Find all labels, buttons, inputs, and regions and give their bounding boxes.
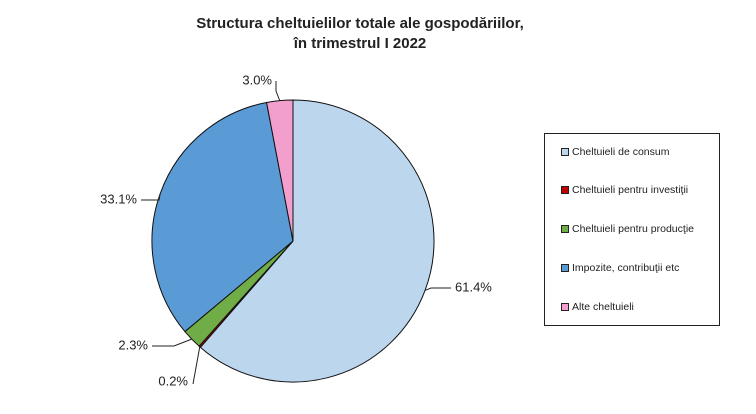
pie-slice-impozite (151, 101, 294, 333)
legend-swatch-consum (561, 148, 569, 156)
legend-item-impozite: Impozite, contribuţii etc (561, 262, 679, 274)
legend-swatch-impozite (561, 264, 569, 272)
legend-item-consum: Cheltuieli de consum (561, 146, 669, 158)
chart-title-line1: Structura cheltuielilor totale ale gospo… (196, 15, 524, 32)
legend-label-productie: Cheltuieli pentru producţie (572, 223, 694, 235)
leader-line-impozite (141, 193, 161, 201)
leader-line-investitii (192, 346, 201, 385)
data-label-productie: 2.3% (118, 337, 148, 352)
legend-label-investitii: Cheltuieli pentru investiţii (572, 184, 689, 196)
legend-label-impozite: Impozite, contribuţii etc (572, 262, 680, 274)
chart-title-line2: în trimestrul I 2022 (293, 35, 427, 52)
data-label-consum: 61.4% (455, 279, 492, 294)
legend-swatch-alte (561, 303, 569, 311)
leader-line-alte (275, 81, 281, 101)
data-label-impozite: 33.1% (100, 191, 137, 206)
chart-legend: Cheltuieli de consum Cheltuieli pentru i… (544, 133, 720, 326)
legend-item-investitii: Cheltuieli pentru investiţii (561, 184, 688, 196)
legend-swatch-productie (561, 225, 569, 233)
data-label-investitii: 0.2% (158, 373, 188, 388)
legend-label-consum: Cheltuieli de consum (572, 146, 670, 158)
legend-label-alte: Alte cheltuieli (572, 301, 634, 313)
leader-line-consum (424, 287, 451, 291)
legend-item-productie: Cheltuieli pentru producţie (561, 223, 694, 235)
leader-line-productie (152, 338, 192, 347)
legend-item-alte: Alte cheltuieli (561, 301, 634, 313)
legend-swatch-investitii (561, 186, 569, 194)
chart-title: Structura cheltuielilor totale ale gospo… (0, 14, 720, 54)
data-label-alte: 3.0% (242, 72, 272, 87)
pie-slice-consum (199, 99, 435, 383)
